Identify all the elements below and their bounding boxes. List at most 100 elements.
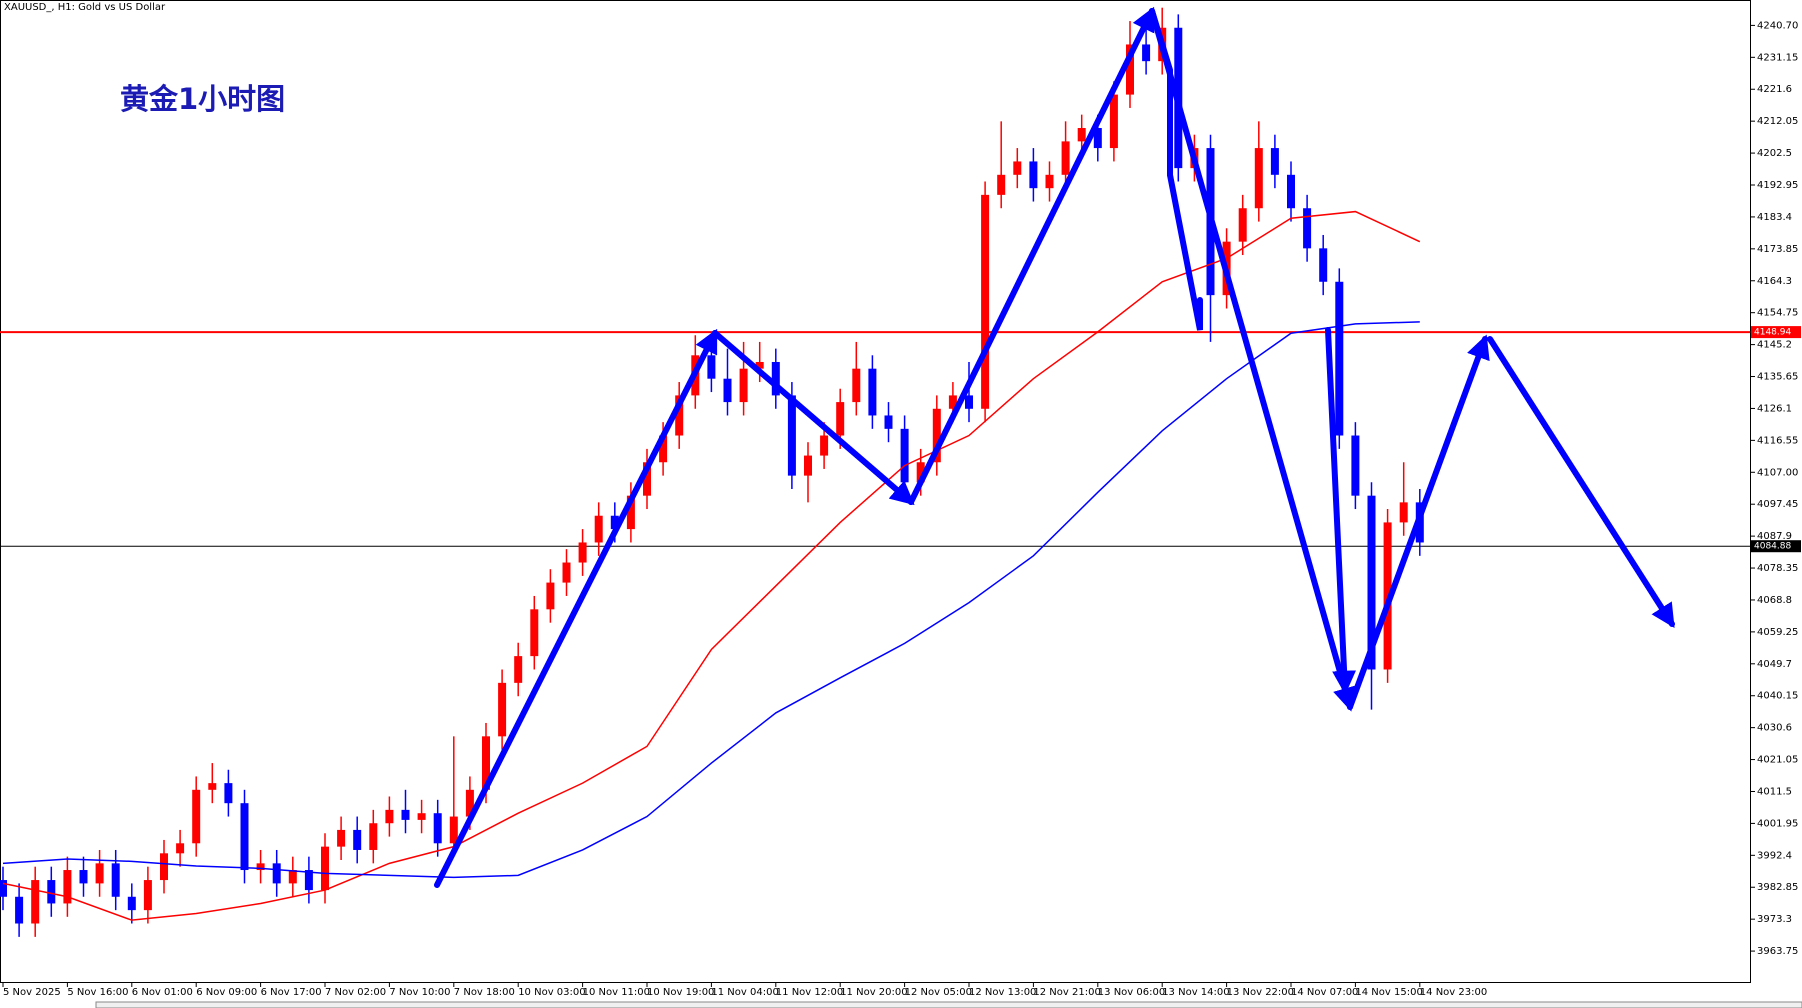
candle-body [900, 428, 909, 483]
x-tick-label: 6 Nov 09:00 [196, 987, 257, 998]
y-tick-label: 4001.95 [1757, 818, 1798, 829]
candle-body [256, 863, 265, 871]
candle-body [610, 515, 619, 530]
candle-body [1061, 141, 1070, 175]
x-tick-label: 7 Nov 18:00 [454, 987, 515, 998]
x-tick-label: 12 Nov 13:00 [969, 987, 1036, 998]
candle-body [498, 682, 507, 737]
candle-body [240, 803, 249, 871]
candle-body [288, 870, 297, 884]
price-tag [1751, 540, 1801, 553]
y-tick-label: 4040.15 [1757, 691, 1798, 702]
candle-body [1351, 435, 1360, 496]
x-tick-label: 12 Nov 05:00 [905, 987, 972, 998]
y-tick-label: 4068.8 [1757, 595, 1792, 606]
y-tick-label: 4021.05 [1757, 755, 1798, 766]
candle-body [1238, 208, 1247, 242]
y-tick-label: 4192.95 [1757, 180, 1798, 191]
candle-body [594, 515, 603, 543]
y-tick-label: 4097.45 [1757, 499, 1798, 510]
x-tick-label: 11 Nov 04:00 [711, 987, 778, 998]
y-tick-label: 3963.75 [1757, 946, 1798, 957]
candle-body [482, 736, 490, 790]
candle-body [272, 863, 281, 884]
x-tick-label: 5 Nov 16:00 [67, 987, 128, 998]
annotation: 黄金1小时图 [120, 82, 285, 116]
candle-body [385, 809, 394, 824]
candle-body [884, 415, 893, 429]
y-tick-label: 4059.25 [1757, 627, 1798, 638]
chart-title: XAUUSD_, H1: Gold vs US Dollar [4, 2, 166, 13]
candle-body [127, 896, 136, 911]
price-tag-label: 4148.94 [1754, 328, 1791, 338]
candle-body [176, 843, 185, 854]
candle-body [337, 829, 346, 847]
candle-body [916, 462, 925, 483]
y-tick-label: 4135.65 [1757, 372, 1798, 383]
candle-body [79, 870, 88, 884]
candle-body [369, 823, 378, 850]
candle-body [1270, 148, 1279, 175]
y-tick-label: 4126.1 [1757, 403, 1792, 414]
candle-body [1335, 281, 1344, 436]
y-tick-label: 3992.4 [1757, 850, 1792, 861]
x-tick-label: 10 Nov 19:00 [647, 987, 714, 998]
x-tick-label: 6 Nov 17:00 [261, 987, 322, 998]
candle-body [1367, 495, 1376, 670]
x-tick-label: 12 Nov 21:00 [1033, 987, 1100, 998]
y-tick-label: 4202.5 [1757, 148, 1792, 159]
candle-body [546, 582, 555, 610]
y-tick-label: 4078.35 [1757, 563, 1798, 574]
candle-body [321, 846, 329, 891]
candle-body [304, 870, 313, 891]
candle-body [626, 495, 635, 530]
x-tick-label: 7 Nov 10:00 [389, 987, 450, 998]
x-tick-label: 11 Nov 20:00 [840, 987, 907, 998]
candle-body [932, 408, 941, 463]
candle-body [1045, 174, 1054, 189]
candle-body [514, 656, 523, 683]
candle-body [723, 378, 732, 403]
candle-body [675, 395, 684, 436]
y-tick-label: 4240.70 [1757, 20, 1798, 31]
x-tick-label: 10 Nov 11:00 [583, 987, 650, 998]
candle-body [707, 355, 716, 379]
candle-body [449, 816, 458, 844]
candle-body [1319, 248, 1328, 282]
candle-body [1077, 128, 1086, 142]
candle-body [981, 194, 990, 409]
moving-average [2, 321, 1420, 879]
candle-body [659, 435, 668, 463]
candle-body [353, 829, 362, 850]
x-tick-label: 13 Nov 14:00 [1162, 987, 1229, 998]
candle-body [31, 880, 40, 924]
trend-arrows [434, 6, 1675, 888]
candle-body [997, 174, 1006, 195]
candle-body [820, 435, 829, 456]
y-tick-label: 4011.5 [1757, 786, 1792, 797]
candle-body [836, 402, 845, 436]
candle-body [1029, 161, 1038, 189]
candle-body [111, 863, 120, 897]
candle-body [948, 395, 957, 409]
x-tick-label: 10 Nov 03:00 [518, 987, 585, 998]
y-tick-label: 3973.3 [1757, 914, 1792, 925]
candle-body [852, 368, 861, 403]
candle-body [95, 863, 104, 884]
candle-body [1093, 128, 1102, 149]
candle-body [143, 880, 152, 911]
candle-body [465, 789, 474, 817]
y-tick-label: 4030.6 [1757, 723, 1792, 734]
candle-body [1254, 148, 1263, 209]
candle-body [578, 542, 587, 563]
candle-body [739, 368, 748, 403]
candle-body [401, 809, 410, 820]
x-tick-label: 14 Nov 15:00 [1355, 987, 1422, 998]
candle-body [224, 783, 233, 804]
candle-body [1126, 44, 1134, 95]
scrollbar[interactable] [95, 1001, 1802, 1008]
y-tick-label: 4231.15 [1757, 52, 1798, 63]
price-tag [1751, 326, 1801, 339]
y-tick-label: 4212.05 [1757, 116, 1798, 127]
